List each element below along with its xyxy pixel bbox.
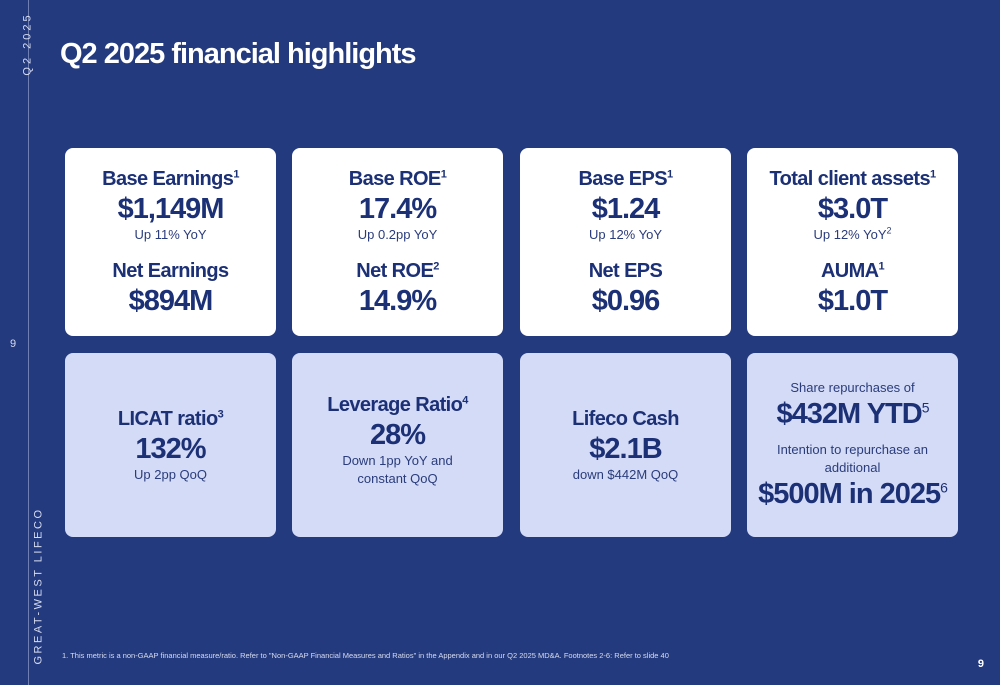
card-label: Base ROE1 bbox=[348, 168, 447, 190]
side-brand-label: GREAT-WEST LIFECO bbox=[32, 507, 45, 665]
card-label-secondary: Net EPS bbox=[588, 260, 663, 282]
card-value: 28% bbox=[369, 419, 426, 451]
card-value: $3.0T bbox=[817, 193, 888, 225]
client-assets-card: Total client assets1 $3.0T Up 12% YoY2 A… bbox=[747, 148, 958, 336]
side-quarter-label: Q2 2025 bbox=[21, 12, 34, 76]
footnote: 1. This metric is a non-GAAP financial m… bbox=[62, 651, 669, 660]
card-label: LICAT ratio3 bbox=[117, 408, 224, 430]
card-label-secondary: Net ROE2 bbox=[356, 260, 439, 282]
card-value-secondary: 14.9% bbox=[358, 285, 437, 317]
card-value-secondary: $0.96 bbox=[591, 285, 661, 317]
card-note: Up 12% YoY bbox=[588, 227, 662, 242]
card-label: Base EPS1 bbox=[578, 168, 673, 190]
card-note: down $442M QoQ bbox=[572, 467, 679, 482]
card-note: Up 11% YoY bbox=[134, 227, 207, 242]
buyback-intro: Share repurchases of bbox=[790, 380, 915, 395]
side-divider bbox=[28, 0, 29, 685]
base-eps-card: Base EPS1 $1.24 Up 12% YoY Net EPS $0.96 bbox=[520, 148, 731, 336]
card-label: Base Earnings1 bbox=[102, 168, 239, 190]
page-title: Q2 2025 financial highlights bbox=[60, 38, 417, 70]
leverage-ratio-card: Leverage Ratio4 28% Down 1pp YoY and con… bbox=[292, 353, 503, 537]
card-label: Leverage Ratio4 bbox=[327, 394, 468, 416]
card-note-line2: constant QoQ bbox=[357, 471, 438, 486]
card-value-secondary: $894M bbox=[128, 285, 214, 317]
card-note: Up 12% YoY2 bbox=[813, 225, 892, 242]
base-roe-card: Base ROE1 17.4% Up 0.2pp YoY Net ROE2 14… bbox=[292, 148, 503, 336]
licat-ratio-card: LICAT ratio3 132% Up 2pp QoQ bbox=[65, 353, 276, 537]
card-label-secondary: AUMA1 bbox=[820, 260, 885, 282]
buyback-planned-value: $500M in 20256 bbox=[758, 478, 948, 510]
card-label-secondary: Net Earnings bbox=[112, 260, 229, 282]
lifeco-cash-card: Lifeco Cash $2.1B down $442M QoQ bbox=[520, 353, 731, 537]
card-note: Down 1pp YoY and bbox=[342, 453, 453, 468]
buyback-intention-line1: Intention to repurchase an bbox=[776, 442, 929, 457]
card-label: Total client assets1 bbox=[769, 168, 936, 190]
card-value-secondary: $1.0T bbox=[817, 285, 888, 317]
card-note: Up 0.2pp YoY bbox=[357, 227, 438, 242]
card-value: 17.4% bbox=[358, 193, 437, 225]
buyback-intention-line2: additional bbox=[824, 460, 881, 475]
card-value: $2.1B bbox=[589, 433, 662, 465]
card-value: 132% bbox=[135, 433, 206, 465]
card-note: Up 2pp QoQ bbox=[134, 467, 207, 482]
card-label: Lifeco Cash bbox=[572, 408, 679, 430]
card-value: $1.24 bbox=[591, 193, 661, 225]
buyback-ytd-value: $432M YTD5 bbox=[776, 398, 929, 430]
card-value: $1,149M bbox=[117, 193, 225, 225]
share-repurchase-card: Share repurchases of $432M YTD5 Intentio… bbox=[747, 353, 958, 537]
side-page-number: 9 bbox=[10, 338, 17, 350]
page-number: 9 bbox=[977, 658, 984, 670]
base-earnings-card: Base Earnings1 $1,149M Up 11% YoY Net Ea… bbox=[65, 148, 276, 336]
